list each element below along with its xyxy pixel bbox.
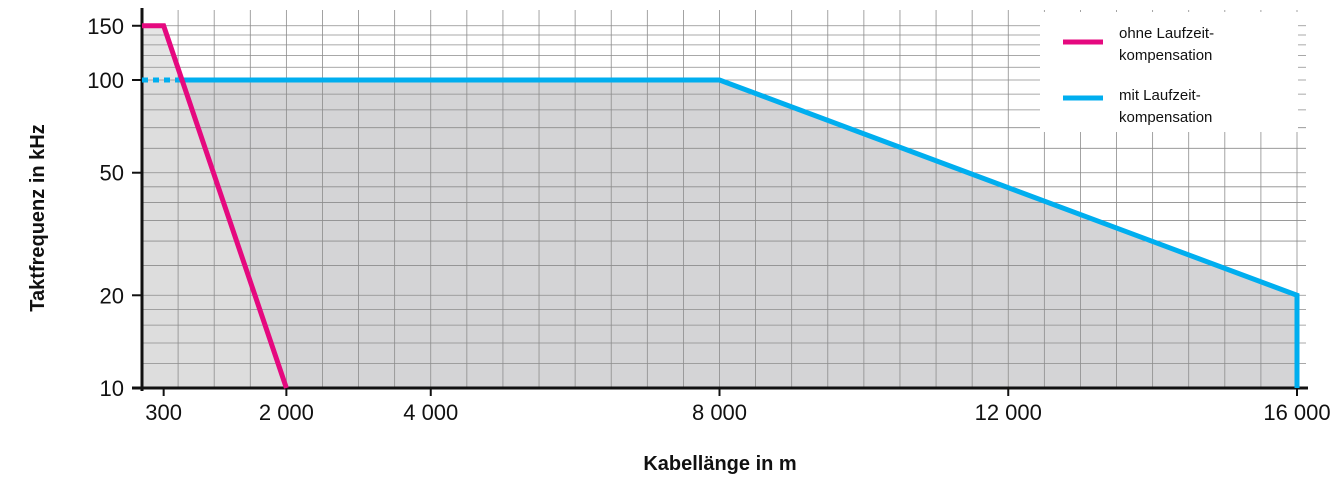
- legend-label-ohne-line1: ohne Laufzeit-: [1119, 25, 1214, 42]
- series-mit-line: [178, 77, 1300, 388]
- x-axis-title: Kabellänge in m: [643, 453, 796, 475]
- x-tick-label: 300: [145, 400, 182, 425]
- y-axis-title: Taktfrequenz in kHz: [27, 124, 49, 311]
- x-tick-label: 16 000: [1263, 400, 1330, 425]
- y-tick-label: 150: [87, 14, 124, 39]
- series-lines: [142, 23, 1300, 389]
- x-tick-label: 12 000: [975, 400, 1042, 425]
- y-tick-label: 10: [100, 376, 124, 401]
- legend-label-ohne-line2: kompensation: [1119, 47, 1212, 64]
- legend-box: [1040, 12, 1298, 132]
- legend: ohne Laufzeit- kompensation mit Laufzeit…: [1040, 12, 1298, 132]
- x-tick-label: 2 000: [259, 400, 314, 425]
- x-tick-label: 8 000: [692, 400, 747, 425]
- y-tick-label: 100: [87, 68, 124, 93]
- x-tick-label: 4 000: [403, 400, 458, 425]
- legend-label-mit-line1: mit Laufzeit-: [1119, 87, 1201, 104]
- axes: [132, 8, 1308, 396]
- legend-label-mit-line2: kompensation: [1119, 109, 1212, 126]
- tick-labels: 300 2 000 4 000 8 000 12 000 16 000 10 20 50 100 1…: [87, 14, 1330, 425]
- y-tick-label: 50: [100, 161, 124, 186]
- y-tick-label: 20: [100, 283, 124, 308]
- series-ohne-line: [142, 23, 289, 389]
- grid: [141, 10, 1306, 389]
